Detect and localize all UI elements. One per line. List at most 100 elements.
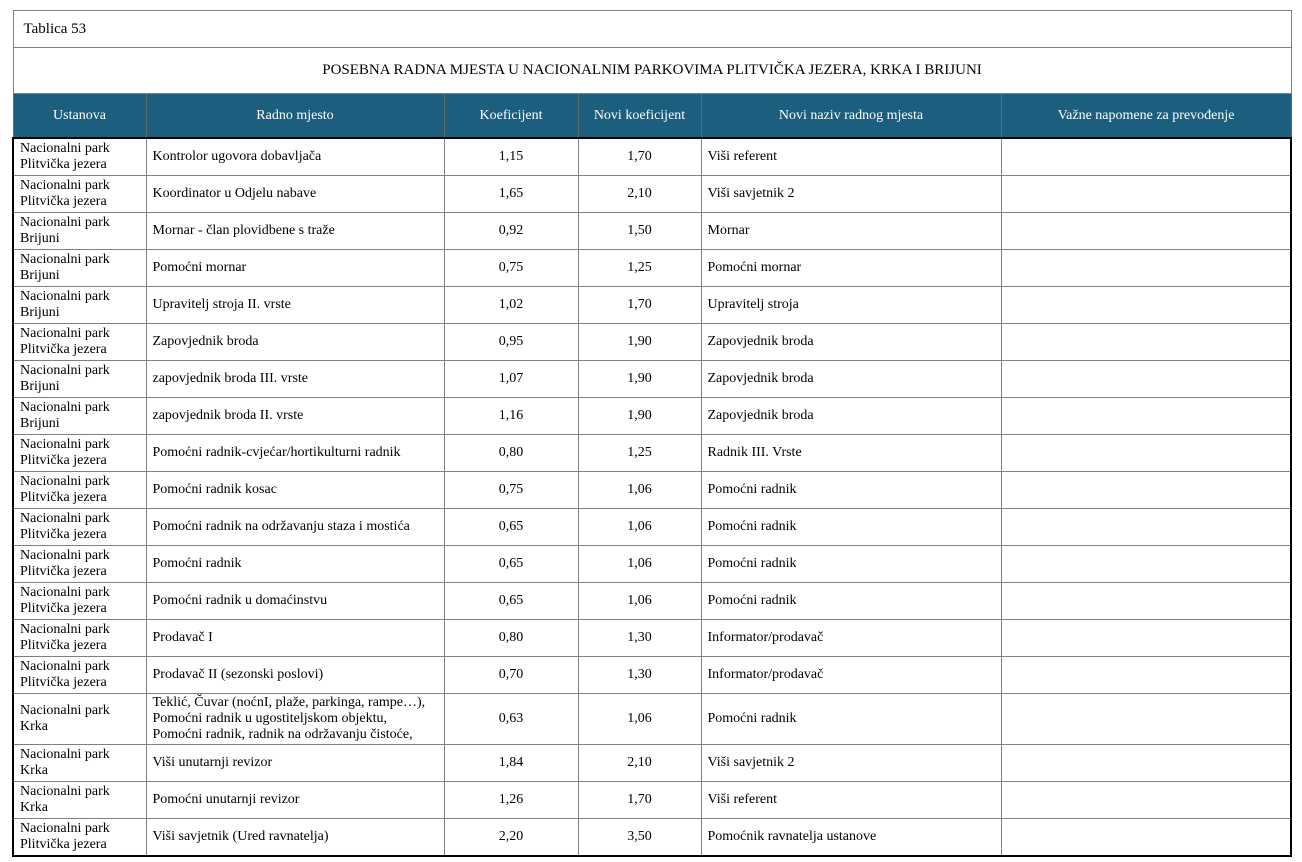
cell-ustanova: Nacionalni park Plitvička jezera <box>12 545 147 583</box>
cell-novi-koeficijent: 1,06 <box>577 508 702 546</box>
cell-novi-koeficijent: 1,25 <box>577 249 702 287</box>
cell-napomene <box>1000 360 1292 398</box>
cell-ustanova: Nacionalni park Brijuni <box>12 397 147 435</box>
cell-radno-mjesto: Mornar - član plovidbene s traže <box>145 212 445 250</box>
cell-napomene <box>1000 471 1292 509</box>
cell-ustanova: Nacionalni park Krka <box>12 692 147 746</box>
column-header-radno-mjesto: Radno mjesto <box>145 93 445 139</box>
cell-radno-mjesto: Viši savjetnik (Ured ravnatelja) <box>145 818 445 857</box>
cell-novi-naziv: Informator/prodavač <box>700 656 1002 694</box>
table-row: Nacionalni park Plitvička jezera Pomoćni… <box>12 434 1292 472</box>
cell-novi-naziv: Mornar <box>700 212 1002 250</box>
cell-napomene <box>1000 508 1292 546</box>
table-row: Nacionalni park Plitvička jezera Viši sa… <box>12 818 1292 857</box>
cell-novi-naziv: Pomoćni radnik <box>700 545 1002 583</box>
cell-novi-naziv: Zapovjednik broda <box>700 323 1002 361</box>
cell-ustanova: Nacionalni park Plitvička jezera <box>12 656 147 694</box>
cell-novi-naziv: Viši referent <box>700 137 1002 176</box>
cell-koeficijent: 0,65 <box>443 582 579 620</box>
table-row: Nacionalni park Plitvička jezera Pomoćni… <box>12 508 1292 546</box>
cell-radno-mjesto: Pomoćni radnik-cvjećar/hortikulturni rad… <box>145 434 445 472</box>
table-row: Nacionalni park Plitvička jezera Koordin… <box>12 175 1292 213</box>
cell-napomene <box>1000 692 1292 746</box>
cell-novi-naziv: Radnik III. Vrste <box>700 434 1002 472</box>
cell-koeficijent: 1,16 <box>443 397 579 435</box>
cell-koeficijent: 2,20 <box>443 818 579 857</box>
cell-novi-naziv: Zapovjednik broda <box>700 397 1002 435</box>
cell-novi-koeficijent: 1,90 <box>577 323 702 361</box>
table-row: Nacionalni park Plitvička jezera Zapovje… <box>12 323 1292 361</box>
cell-radno-mjesto: Koordinator u Odjelu nabave <box>145 175 445 213</box>
table-row: Nacionalni park Krka Teklić, Čuvar (noćn… <box>12 692 1292 746</box>
cell-koeficijent: 1,84 <box>443 744 579 783</box>
cell-novi-koeficijent: 1,70 <box>577 286 702 324</box>
cell-novi-naziv: Upravitelj stroja <box>700 286 1002 324</box>
table-title-row: POSEBNA RADNA MJESTA U NACIONALNIM PARKO… <box>12 47 1292 94</box>
table-row: Nacionalni park Brijuni Upravitelj stroj… <box>12 286 1292 324</box>
cell-ustanova: Nacionalni park Brijuni <box>12 212 147 250</box>
cell-radno-mjesto: Prodavač I <box>145 619 445 657</box>
table-row: Nacionalni park Plitvička jezera Pomoćni… <box>12 582 1292 620</box>
cell-ustanova: Nacionalni park Plitvička jezera <box>12 818 147 857</box>
cell-napomene <box>1000 397 1292 435</box>
cell-koeficijent: 0,65 <box>443 545 579 583</box>
cell-radno-mjesto: Viši unutarnji revizor <box>145 744 445 783</box>
cell-novi-naziv: Zapovjednik broda <box>700 360 1002 398</box>
cell-radno-mjesto: zapovjednik broda II. vrste <box>145 397 445 435</box>
cell-radno-mjesto: Pomoćni radnik na održavanju staza i mos… <box>145 508 445 546</box>
column-header-ustanova: Ustanova <box>12 93 147 139</box>
cell-novi-koeficijent: 3,50 <box>577 818 702 857</box>
cell-koeficijent: 0,92 <box>443 212 579 250</box>
cell-radno-mjesto: Pomoćni unutarnji revizor <box>145 781 445 820</box>
table-row: Nacionalni park Krka Pomoćni unutarnji r… <box>12 781 1292 820</box>
table-row: Nacionalni park Brijuni Mornar - član pl… <box>12 212 1292 250</box>
cell-novi-naziv: Viši referent <box>700 781 1002 820</box>
cell-ustanova: Nacionalni park Brijuni <box>12 286 147 324</box>
cell-napomene <box>1000 619 1292 657</box>
cell-radno-mjesto: Pomoćni radnik <box>145 545 445 583</box>
cell-novi-koeficijent: 1,06 <box>577 692 702 746</box>
cell-ustanova: Nacionalni park Plitvička jezera <box>12 582 147 620</box>
cell-koeficijent: 0,63 <box>443 692 579 746</box>
cell-ustanova: Nacionalni park Plitvička jezera <box>12 508 147 546</box>
cell-novi-koeficijent: 1,25 <box>577 434 702 472</box>
table-row: Nacionalni park Brijuni zapovjednik brod… <box>12 397 1292 435</box>
cell-koeficijent: 0,80 <box>443 434 579 472</box>
cell-napomene <box>1000 744 1292 783</box>
cell-napomene <box>1000 212 1292 250</box>
cell-koeficijent: 1,65 <box>443 175 579 213</box>
cell-novi-koeficijent: 1,06 <box>577 545 702 583</box>
cell-radno-mjesto: Zapovjednik broda <box>145 323 445 361</box>
cell-novi-koeficijent: 1,70 <box>577 781 702 820</box>
cell-koeficijent: 1,15 <box>443 137 579 176</box>
cell-novi-naziv: Viši savjetnik 2 <box>700 744 1002 783</box>
cell-radno-mjesto: zapovjednik broda III. vrste <box>145 360 445 398</box>
table-caption-row: Tablica 53 <box>12 10 1292 48</box>
cell-ustanova: Nacionalni park Plitvička jezera <box>12 434 147 472</box>
column-header-napomene: Važne napomene za prevođenje <box>1000 93 1292 139</box>
cell-napomene <box>1000 545 1292 583</box>
cell-radno-mjesto: Pomoćni radnik u domaćinstvu <box>145 582 445 620</box>
cell-koeficijent: 1,26 <box>443 781 579 820</box>
cell-ustanova: Nacionalni park Plitvička jezera <box>12 175 147 213</box>
cell-napomene <box>1000 434 1292 472</box>
column-header-koeficijent: Koeficijent <box>443 93 579 139</box>
cell-radno-mjesto: Pomoćni mornar <box>145 249 445 287</box>
column-header-row: Ustanova Radno mjesto Koeficijent Novi k… <box>12 93 1292 139</box>
table-title: POSEBNA RADNA MJESTA U NACIONALNIM PARKO… <box>12 47 1292 94</box>
cell-ustanova: Nacionalni park Brijuni <box>12 249 147 287</box>
cell-novi-koeficijent: 2,10 <box>577 175 702 213</box>
cell-novi-koeficijent: 1,30 <box>577 656 702 694</box>
column-header-novi-koeficijent: Novi koeficijent <box>577 93 702 139</box>
table-row: Nacionalni park Krka Viši unutarnji revi… <box>12 744 1292 783</box>
table-row: Nacionalni park Brijuni zapovjednik brod… <box>12 360 1292 398</box>
cell-koeficijent: 1,02 <box>443 286 579 324</box>
cell-napomene <box>1000 323 1292 361</box>
cell-radno-mjesto: Pomoćni radnik kosac <box>145 471 445 509</box>
cell-napomene <box>1000 781 1292 820</box>
cell-napomene <box>1000 286 1292 324</box>
cell-novi-naziv: Pomoćni radnik <box>700 508 1002 546</box>
cell-ustanova: Nacionalni park Plitvička jezera <box>12 471 147 509</box>
table-row: Nacionalni park Plitvička jezera Kontrol… <box>12 137 1292 176</box>
